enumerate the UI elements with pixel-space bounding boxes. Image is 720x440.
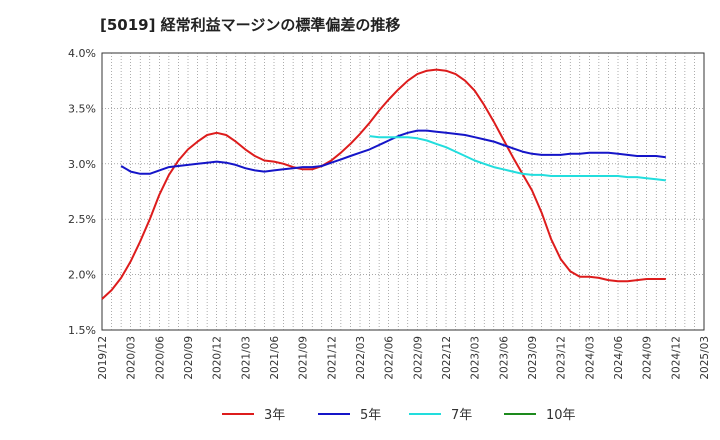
legend: 3年 5年 7年 10年 bbox=[222, 408, 576, 423]
x-tick-label: 2023/03 bbox=[470, 336, 482, 380]
legend-label: 5年 bbox=[360, 408, 381, 423]
legend-label: 10年 bbox=[546, 408, 576, 423]
x-tick-label: 2020/09 bbox=[183, 336, 195, 380]
x-tick-label: 2023/06 bbox=[498, 336, 510, 380]
y-tick-label: 2.5% bbox=[68, 213, 96, 226]
x-tick-label: 2023/12 bbox=[556, 336, 568, 380]
y-axis: 1.5% 2.0% 2.5% 3.0% 3.5% 4.0% bbox=[68, 47, 96, 337]
plot-frame bbox=[101, 52, 705, 331]
x-tick-label: 2023/09 bbox=[527, 336, 539, 380]
x-tick-label: 2025/03 bbox=[699, 336, 711, 380]
x-tick-label: 2021/06 bbox=[269, 336, 281, 380]
x-tick-label: 2019/12 bbox=[97, 336, 109, 380]
y-tick-label: 3.5% bbox=[68, 102, 96, 115]
x-tick-label: 2022/03 bbox=[355, 336, 367, 380]
x-tick-label: 2020/03 bbox=[126, 336, 138, 380]
y-tick-label: 3.0% bbox=[68, 158, 96, 171]
grid bbox=[101, 52, 705, 331]
x-tick-label: 2024/06 bbox=[613, 336, 625, 380]
legend-label: 3年 bbox=[264, 408, 285, 423]
x-tick-label: 2024/09 bbox=[642, 336, 654, 380]
x-tick-label: 2022/09 bbox=[412, 336, 424, 380]
y-tick-label: 4.0% bbox=[68, 47, 96, 60]
x-tick-label: 2021/12 bbox=[326, 336, 338, 380]
series-lines bbox=[101, 68, 666, 300]
x-tick-label: 2024/12 bbox=[670, 336, 682, 380]
series-line-5年 bbox=[120, 129, 666, 175]
x-tick-label: 2024/03 bbox=[584, 336, 596, 380]
series-line-3年 bbox=[101, 68, 666, 300]
chart-title: [5019] 経常利益マージンの標準偏差の推移 bbox=[100, 16, 401, 34]
series-line-7年 bbox=[369, 135, 666, 182]
x-tick-label: 2021/09 bbox=[298, 336, 310, 380]
x-tick-label: 2022/06 bbox=[384, 336, 396, 380]
x-tick-label: 2021/03 bbox=[240, 336, 252, 380]
legend-label: 7年 bbox=[451, 408, 472, 423]
x-tick-label: 2020/12 bbox=[212, 336, 224, 380]
x-tick-label: 2022/12 bbox=[441, 336, 453, 380]
y-tick-label: 2.0% bbox=[68, 269, 96, 282]
y-tick-label: 1.5% bbox=[68, 324, 96, 337]
x-axis: 2019/12 2020/03 2020/06 2020/09 2020/12 2021/… bbox=[97, 336, 711, 380]
x-tick-label: 2020/06 bbox=[154, 336, 166, 380]
